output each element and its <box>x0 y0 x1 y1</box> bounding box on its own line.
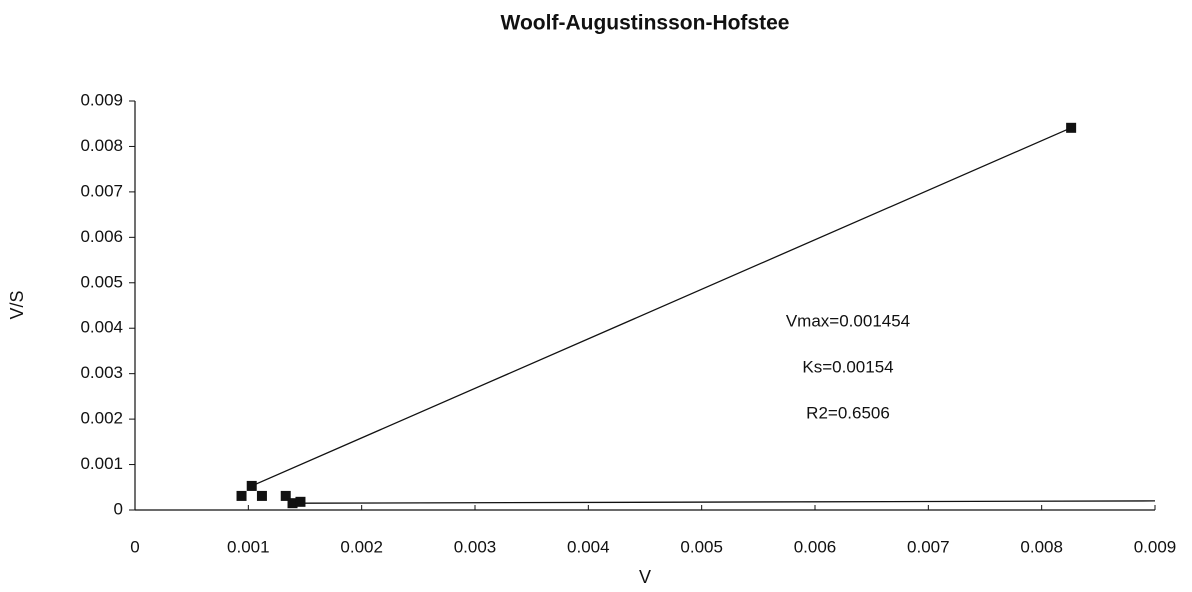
y-tick-label: 0.007 <box>80 181 123 200</box>
point <box>287 498 298 509</box>
point <box>295 496 306 507</box>
x-tick-label: 0.005 <box>680 537 723 556</box>
y-tick-label: 0.005 <box>80 272 123 291</box>
x-axis-title: V <box>639 567 651 587</box>
x-tick-label: 0.009 <box>1134 537 1177 556</box>
point <box>236 490 247 501</box>
annotation: Ks=0.00154 <box>802 357 893 376</box>
point <box>1066 122 1077 133</box>
x-tick-label: 0.008 <box>1020 537 1063 556</box>
y-tick-label: 0.003 <box>80 363 123 382</box>
y-tick-label: 0.004 <box>80 318 123 337</box>
point <box>280 490 291 501</box>
x-tick-label: 0.004 <box>567 537 610 556</box>
chart-title: Woolf-Augustinsson-Hofstee <box>501 12 790 35</box>
trend-line <box>300 500 1156 504</box>
x-tick-label: 0 <box>130 537 139 556</box>
y-tick-label: 0.008 <box>80 136 123 155</box>
y-tick-label: 0.002 <box>80 409 123 428</box>
x-tick-label: 0.007 <box>907 537 950 556</box>
point <box>246 480 257 491</box>
annotation: Vmax=0.001454 <box>786 311 910 330</box>
annotation: R2=0.6506 <box>806 403 890 422</box>
point <box>256 490 267 501</box>
y-tick-label: 0.009 <box>80 90 123 109</box>
y-tick-label: 0 <box>114 499 123 518</box>
x-tick-label: 0.003 <box>454 537 497 556</box>
trend-line <box>251 127 1072 487</box>
x-tick-label: 0.002 <box>340 537 383 556</box>
y-axis-title: V/S <box>7 290 27 319</box>
x-tick-label: 0.006 <box>794 537 837 556</box>
y-tick-label: 0.001 <box>80 454 123 473</box>
y-tick-label: 0.006 <box>80 227 123 246</box>
x-tick-label: 0.001 <box>227 537 270 556</box>
